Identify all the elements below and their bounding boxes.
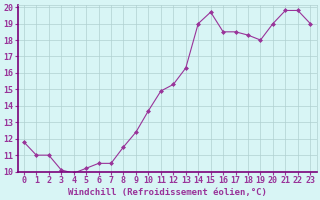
X-axis label: Windchill (Refroidissement éolien,°C): Windchill (Refroidissement éolien,°C) [68,188,267,197]
